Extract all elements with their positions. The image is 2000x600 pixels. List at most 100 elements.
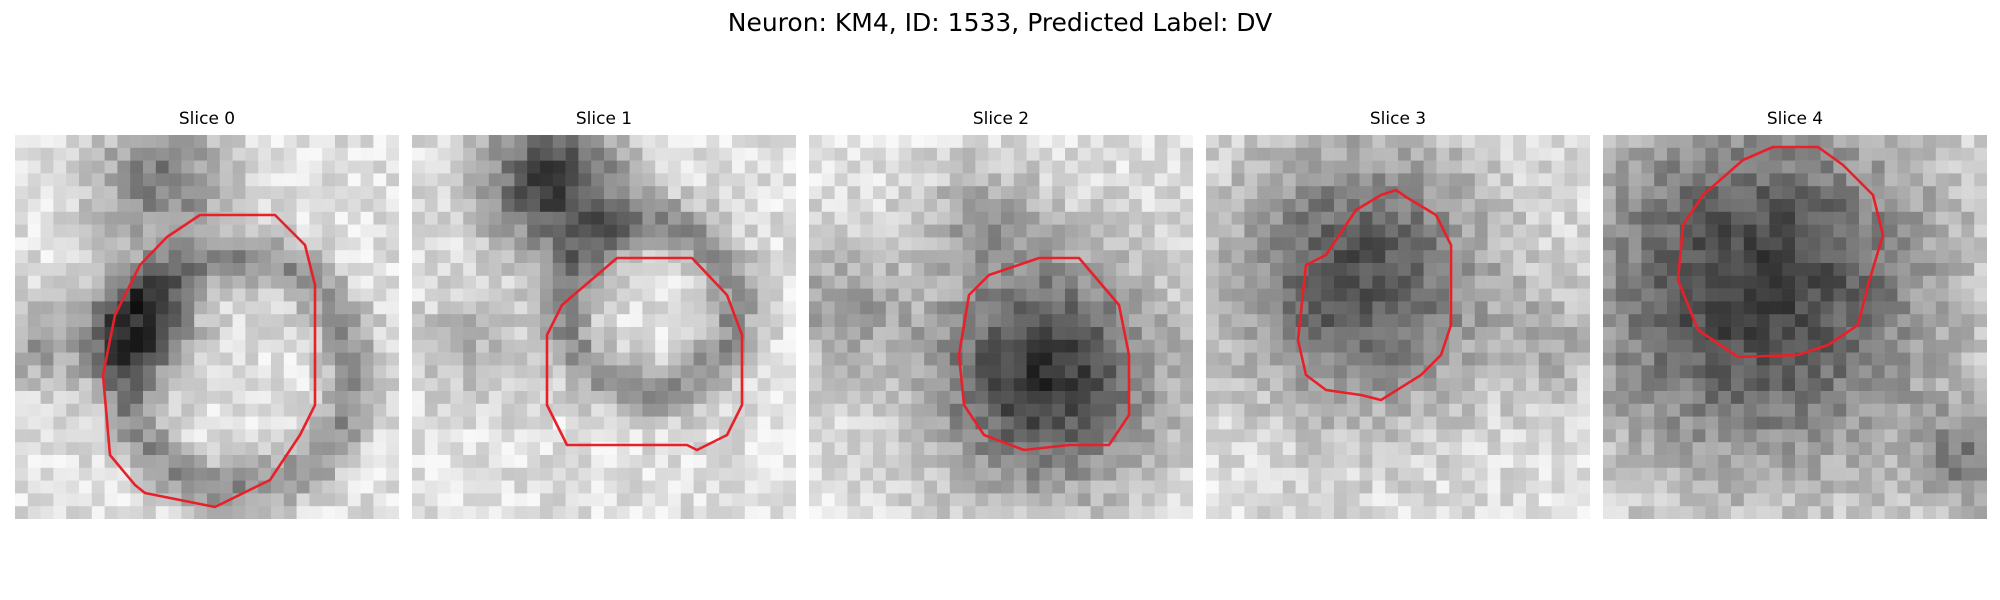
pixel-cell: [1372, 403, 1386, 417]
pixel-cell: [232, 135, 246, 149]
pixel-cell: [1731, 160, 1745, 174]
pixel-cell: [283, 288, 297, 302]
pixel-cell: [1871, 160, 1885, 174]
pixel-cell: [1615, 263, 1629, 277]
pixel-cell: [1782, 160, 1796, 174]
pixel-cell: [1180, 211, 1193, 225]
pixel-cell: [1718, 352, 1732, 366]
pixel-cell: [1897, 211, 1911, 225]
pixel-cell: [719, 391, 733, 405]
pixel-cell: [1705, 224, 1719, 238]
pixel-cell: [1295, 455, 1309, 469]
pixel-cell: [988, 147, 1002, 161]
pixel-cell: [1897, 455, 1911, 469]
pixel-cell: [335, 135, 349, 149]
pixel-cell: [488, 263, 502, 277]
pixel-cell: [194, 365, 208, 379]
pixel-cell: [757, 211, 771, 225]
pixel-cell: [809, 480, 823, 494]
pixel-cell: [1500, 352, 1514, 366]
pixel-cell: [591, 160, 605, 174]
pixel-cell: [642, 301, 656, 315]
pixel-cell: [847, 455, 861, 469]
pixel-cell: [1052, 480, 1066, 494]
pixel-cell: [616, 429, 630, 443]
pixel-cell: [130, 211, 144, 225]
pixel-cell: [104, 455, 118, 469]
pixel-cell: [937, 391, 951, 405]
pixel-cell: [1743, 275, 1757, 289]
pixel-cell: [258, 378, 272, 392]
pixel-cell: [1359, 288, 1373, 302]
pixel-cell: [732, 211, 746, 225]
pixel-cell: [1705, 480, 1719, 494]
pixel-cell: [1641, 429, 1655, 443]
pixel-cell: [1718, 365, 1732, 379]
pixel-cell: [207, 275, 221, 289]
pixel-cell: [591, 493, 605, 507]
pixel-cell: [1065, 211, 1079, 225]
pixel-cell: [91, 211, 105, 225]
pixel-cell: [1731, 365, 1745, 379]
pixel-cell: [1603, 275, 1617, 289]
pixel-cell: [1090, 199, 1104, 213]
pixel-cell: [514, 160, 528, 174]
pixel-cell: [1615, 391, 1629, 405]
pixel-cell: [1449, 250, 1463, 264]
pixel-cell: [15, 237, 29, 251]
pixel-cell: [1116, 211, 1130, 225]
pixel-cell: [552, 403, 566, 417]
pixel-cell: [1961, 378, 1975, 392]
pixel-cell: [1077, 391, 1091, 405]
pixel-cell: [1359, 135, 1373, 149]
pixel-cell: [296, 160, 310, 174]
pixel-cell: [1897, 224, 1911, 238]
pixel-cell: [1718, 301, 1732, 315]
pixel-cell: [834, 352, 848, 366]
pixel-cell: [53, 186, 67, 200]
pixel-cell: [117, 403, 131, 417]
pixel-cell: [1769, 147, 1783, 161]
pixel-cell: [911, 211, 925, 225]
pixel-cell: [1270, 493, 1284, 507]
pixel-cell: [1833, 339, 1847, 353]
pixel-cell: [1449, 135, 1463, 149]
pixel-cell: [1782, 173, 1796, 187]
pixel-cell: [1974, 455, 1987, 469]
pixel-cell: [181, 352, 195, 366]
pixel-cell: [1769, 199, 1783, 213]
pixel-cell: [565, 339, 579, 353]
pixel-cell: [53, 365, 67, 379]
pixel-cell: [322, 186, 336, 200]
pixel-cell: [834, 429, 848, 443]
pixel-cell: [1385, 199, 1399, 213]
pixel-cell: [488, 339, 502, 353]
pixel-cell: [1167, 288, 1181, 302]
pixel-cell: [1141, 378, 1155, 392]
pixel-cell: [1769, 416, 1783, 430]
pixel-cell: [130, 339, 144, 353]
pixel-cell: [1372, 301, 1386, 315]
pixel-cell: [629, 301, 643, 315]
pixel-cell: [258, 339, 272, 353]
pixel-cell: [744, 442, 758, 456]
pixel-cell: [373, 173, 387, 187]
pixel-cell: [1628, 442, 1642, 456]
pixel-cell: [616, 455, 630, 469]
pixel-cell: [40, 339, 54, 353]
pixel-cell: [949, 173, 963, 187]
pixel-cell: [1449, 506, 1463, 519]
pixel-cell: [219, 160, 233, 174]
pixel-cell: [1948, 199, 1962, 213]
pixel-cell: [1410, 250, 1424, 264]
pixel-cell: [1526, 339, 1540, 353]
pixel-cell: [1372, 429, 1386, 443]
pixel-cell: [591, 467, 605, 481]
pixel-cell: [1500, 365, 1514, 379]
pixel-cell: [1129, 339, 1143, 353]
pixel-cell: [911, 288, 925, 302]
pixel-cell: [1667, 135, 1681, 149]
pixel-cell: [207, 263, 221, 277]
pixel-cell: [1641, 327, 1655, 341]
pixel-cell: [540, 416, 554, 430]
